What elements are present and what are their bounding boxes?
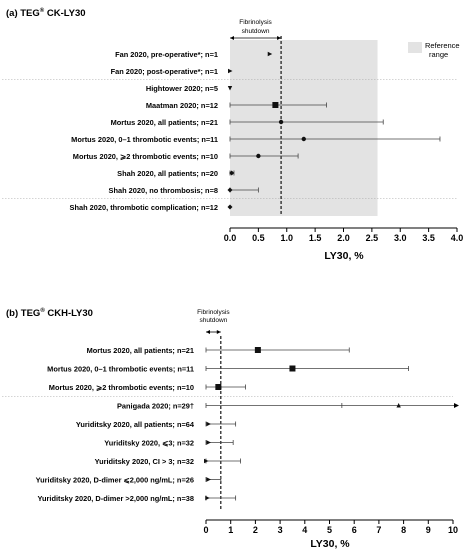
shutdown-label: shutdown	[242, 28, 270, 35]
point-estimate-marker	[206, 440, 211, 445]
point-estimate-marker	[206, 477, 211, 482]
x-tick-label: 10	[448, 525, 458, 535]
study-label: Maatman 2020; n=12	[146, 101, 218, 110]
study-label: Mortus 2020, all patients; n=21	[87, 346, 194, 355]
point-estimate-marker	[227, 204, 233, 210]
study-label: Panigada 2020; n=29†	[117, 402, 194, 411]
shutdown-label: Fibrinolysis	[197, 309, 230, 316]
study-label: Fan 2020, pre-operative*; n=1	[115, 50, 218, 59]
x-tick-label: 1.0	[280, 233, 293, 243]
shutdown-arrowhead-left	[230, 36, 234, 40]
x-tick-label: 1	[228, 525, 233, 535]
x-tick-label: 0.0	[224, 233, 237, 243]
x-tick-label: 1.5	[309, 233, 322, 243]
shutdown-label: shutdown	[199, 317, 227, 324]
x-axis-title: LY30, %	[310, 538, 350, 550]
x-tick-label: 0.5	[252, 233, 265, 243]
point-estimate-marker	[227, 86, 233, 91]
panel-title-suffix: CKH-LY30	[45, 308, 93, 319]
study-label: Shah 2020, all patients; n=20	[117, 169, 218, 178]
x-tick-label: 4	[302, 525, 307, 535]
x-tick-label: 3.5	[422, 233, 435, 243]
x-tick-label: 2	[253, 525, 258, 535]
x-tick-label: 8	[401, 525, 406, 535]
panel-title-suffix: CK-LY30	[44, 8, 85, 19]
study-label: Hightower 2020; n=5	[146, 84, 218, 93]
point-estimate-marker	[228, 68, 233, 74]
point-estimate-marker	[254, 347, 261, 353]
x-tick-label: 2.0	[337, 233, 350, 243]
study-label: Yuriditsky 2020, D-dimer ⩽2,000 ng/mL; n…	[36, 476, 194, 485]
panel-title: (b) TEG® CKH-LY30	[6, 307, 93, 319]
x-tick-label: 2.5	[366, 233, 379, 243]
point-estimate-marker	[256, 153, 261, 159]
x-tick-label: 6	[352, 525, 357, 535]
study-label: Mortus 2020, ⩾2 thrombotic events; n=10	[73, 152, 218, 161]
point-estimate-marker	[227, 187, 233, 193]
study-label: Shah 2020, thrombotic complication; n=12	[70, 203, 218, 212]
panel-title-prefix: (b) TEG	[6, 308, 40, 319]
study-label: Yuriditsky 2020, all patients; n=64	[76, 420, 195, 429]
panel-title-superscript: ®	[40, 307, 45, 314]
reference-range-band	[230, 40, 378, 216]
x-tick-label: 4.0	[451, 233, 464, 243]
point-estimate-marker	[206, 421, 211, 427]
reference-range-legend-label: Reference	[425, 41, 460, 50]
point-estimate-marker	[278, 119, 284, 125]
shutdown-arrowhead-right	[216, 330, 221, 334]
study-label: Shah 2020, no thrombosis; n=8	[109, 186, 218, 195]
study-label: Yuriditsky 2020, D-dimer >2,000 ng/mL; n…	[37, 494, 194, 503]
reference-range-legend-swatch	[408, 42, 422, 53]
x-tick-label: 3	[278, 525, 283, 535]
panel-title-prefix: (a) TEG	[6, 8, 40, 19]
x-tick-label: 7	[376, 525, 381, 535]
x-tick-label: 0	[203, 525, 208, 535]
x-tick-label: 3.0	[394, 233, 407, 243]
study-label: Mortus 2020, all patients; n=21	[111, 118, 218, 127]
study-label: Mortus 2020, 0–1 thrombotic events; n=11	[47, 365, 194, 374]
shutdown-label: Fibrinolysis	[239, 19, 272, 26]
x-tick-label: 9	[426, 525, 431, 535]
point-estimate-marker	[204, 458, 209, 464]
study-label: Yuriditsky 2020, ⩽3; n=32	[104, 439, 194, 448]
point-estimate-marker	[205, 495, 210, 501]
study-label: Mortus 2020, 0–1 thrombotic events; n=11	[71, 135, 218, 144]
panel-title: (a) TEG® CK-LY30	[6, 7, 86, 19]
reference-range-legend-label: range	[429, 50, 448, 59]
point-estimate-marker	[301, 136, 306, 142]
x-tick-label: 5	[327, 525, 332, 535]
study-label: Fan 2020; post-operative*; n=1	[111, 67, 218, 76]
ci-overflow-arrow	[454, 403, 459, 408]
panel-title-superscript: ®	[40, 7, 45, 14]
point-estimate-marker	[267, 51, 273, 57]
x-axis-title: LY30, %	[324, 250, 364, 262]
point-estimate-marker	[215, 384, 222, 390]
study-label: Mortus 2020, ⩾2 thrombotic events; n=10	[49, 383, 194, 392]
point-estimate-marker	[396, 403, 401, 408]
study-label: Yuriditsky 2020, CI > 3; n=32	[95, 457, 194, 466]
point-estimate-marker	[289, 365, 296, 372]
shutdown-arrowhead-left	[206, 330, 210, 334]
shutdown-arrowhead-right	[277, 36, 282, 40]
point-estimate-marker	[229, 170, 235, 176]
point-estimate-marker	[272, 102, 279, 108]
